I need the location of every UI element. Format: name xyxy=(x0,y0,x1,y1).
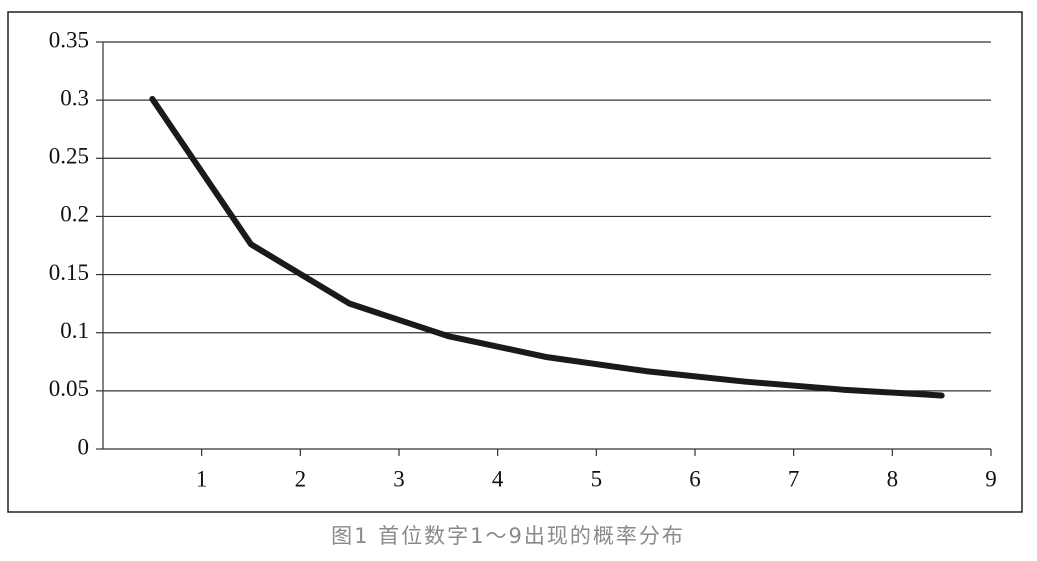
chart-caption: 图1 首位数字1～9出现的概率分布 xyxy=(331,524,685,548)
x-tick-label: 1 xyxy=(196,466,208,491)
x-tick-label: 4 xyxy=(492,466,504,491)
data-line xyxy=(149,95,945,399)
y-tick-label: 0.05 xyxy=(49,376,89,401)
y-tick-label: 0.35 xyxy=(49,27,89,52)
x-tick-label: 7 xyxy=(788,466,800,491)
y-tick-label: 0.2 xyxy=(60,202,89,227)
x-tick-label: 3 xyxy=(393,466,405,491)
y-tick-label: 0.1 xyxy=(60,318,89,343)
chart-frame xyxy=(7,11,1023,513)
y-tick-label: 0 xyxy=(78,434,90,459)
y-tick-label: 0.15 xyxy=(49,260,89,285)
y-tick-label: 0.3 xyxy=(60,85,89,110)
y-tick-label: 0.25 xyxy=(49,144,89,169)
x-tick-label: 2 xyxy=(295,466,307,491)
x-tick-label: 8 xyxy=(887,466,899,491)
x-tick-label: 6 xyxy=(689,466,701,491)
x-tick-label: 5 xyxy=(591,466,603,491)
x-tick-label: 9 xyxy=(985,466,997,491)
